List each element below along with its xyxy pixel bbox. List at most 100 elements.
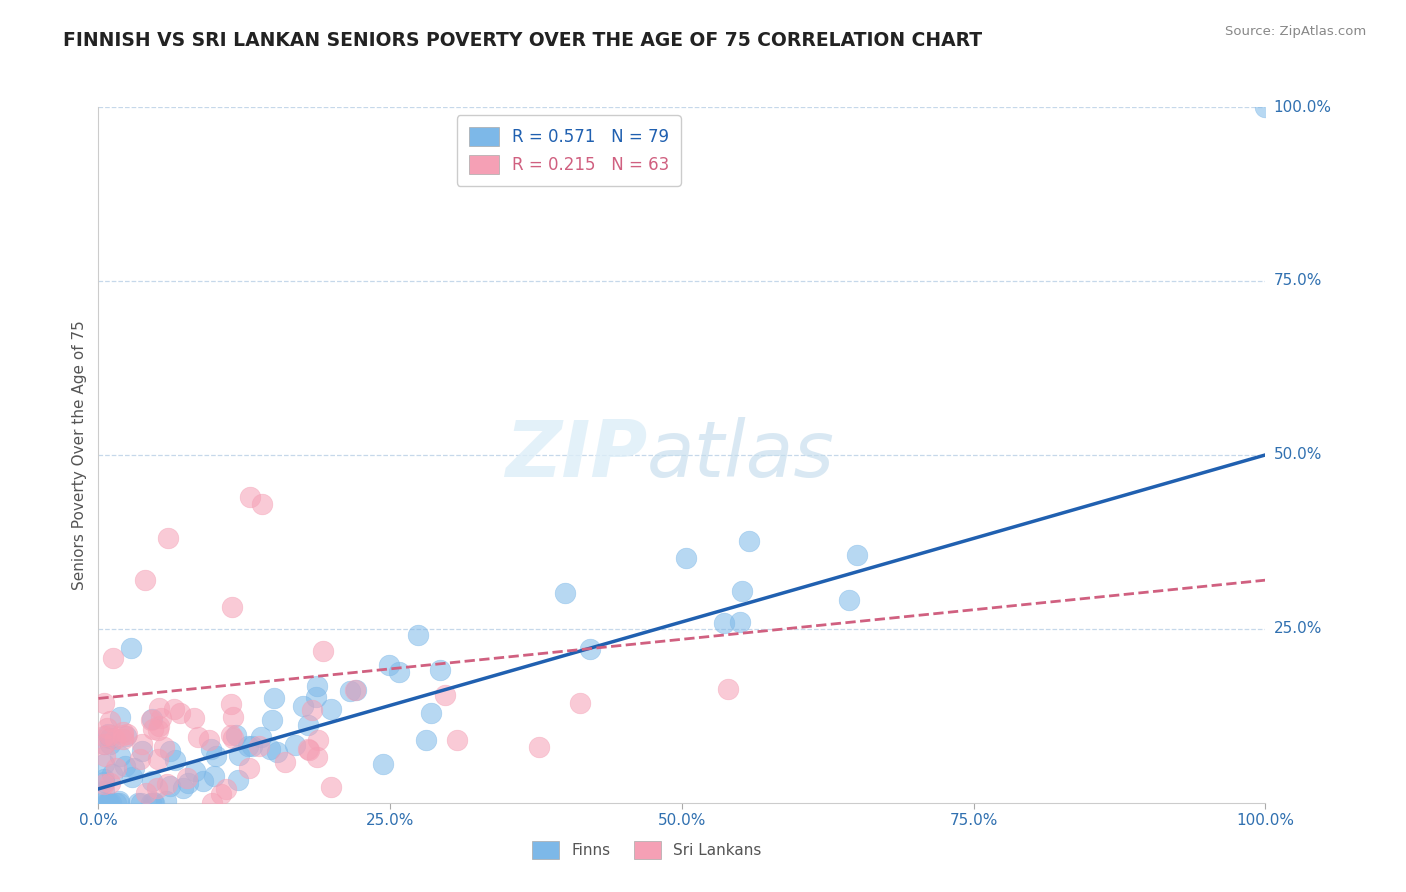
- Point: [148, 719, 170, 733]
- Point: [142, 795, 165, 809]
- Point: [142, 722, 165, 736]
- Point: [250, 497, 273, 511]
- Point: [134, 573, 156, 587]
- Point: [146, 752, 169, 766]
- Point: [579, 641, 602, 656]
- Point: [371, 756, 394, 771]
- Point: [146, 780, 169, 795]
- Point: [139, 796, 162, 810]
- Point: [122, 761, 145, 775]
- Point: [713, 615, 735, 630]
- Point: [100, 796, 122, 810]
- Point: [163, 702, 186, 716]
- Point: [93, 772, 115, 787]
- Point: [93, 737, 115, 751]
- Point: [98, 776, 121, 790]
- Point: [569, 696, 592, 710]
- Point: [200, 741, 222, 756]
- Point: [675, 551, 697, 566]
- Point: [131, 744, 153, 758]
- Point: [305, 679, 328, 693]
- Point: [104, 761, 127, 775]
- Point: [172, 781, 194, 796]
- Text: Source: ZipAtlas.com: Source: ZipAtlas.com: [1226, 25, 1367, 38]
- Point: [387, 665, 409, 680]
- Point: [107, 794, 129, 808]
- Point: [307, 733, 329, 747]
- Point: [215, 782, 238, 797]
- Text: FINNISH VS SRI LANKAN SENIORS POVERTY OVER THE AGE OF 75 CORRELATION CHART: FINNISH VS SRI LANKAN SENIORS POVERTY OV…: [63, 31, 983, 50]
- Legend: Finns, Sri Lankans: Finns, Sri Lankans: [526, 835, 768, 864]
- Point: [527, 739, 550, 754]
- Point: [142, 796, 165, 810]
- Point: [98, 796, 121, 810]
- Point: [93, 756, 115, 771]
- Text: ZIP: ZIP: [505, 417, 647, 493]
- Point: [112, 725, 135, 739]
- Y-axis label: Seniors Poverty Over the Age of 75: Seniors Poverty Over the Age of 75: [72, 320, 87, 590]
- Point: [301, 703, 323, 717]
- Point: [344, 682, 367, 697]
- Point: [165, 753, 187, 767]
- Point: [343, 683, 366, 698]
- Point: [131, 737, 153, 751]
- Point: [184, 764, 207, 779]
- Point: [121, 770, 143, 784]
- Point: [97, 796, 120, 810]
- Point: [96, 722, 118, 736]
- Point: [198, 733, 221, 747]
- Point: [1254, 100, 1277, 114]
- Point: [236, 739, 259, 753]
- Point: [155, 794, 177, 808]
- Point: [104, 796, 127, 810]
- Text: 50.0%: 50.0%: [1274, 448, 1322, 462]
- Point: [114, 729, 136, 743]
- Point: [93, 783, 115, 797]
- Point: [406, 628, 429, 642]
- Point: [429, 663, 451, 677]
- Point: [150, 711, 173, 725]
- Point: [111, 732, 134, 747]
- Point: [96, 796, 118, 810]
- Point: [115, 727, 138, 741]
- Point: [111, 728, 134, 742]
- Point: [93, 696, 115, 710]
- Point: [93, 777, 115, 791]
- Point: [129, 796, 152, 810]
- Point: [730, 615, 752, 629]
- Point: [339, 684, 361, 698]
- Point: [177, 776, 200, 790]
- Point: [228, 772, 250, 787]
- Point: [141, 774, 163, 789]
- Point: [148, 723, 170, 738]
- Point: [297, 742, 319, 756]
- Point: [228, 747, 250, 762]
- Point: [238, 761, 260, 775]
- Point: [148, 701, 170, 715]
- Point: [259, 741, 281, 756]
- Point: [187, 730, 209, 744]
- Point: [415, 732, 437, 747]
- Point: [319, 780, 342, 794]
- Point: [240, 739, 263, 754]
- Point: [263, 691, 285, 706]
- Point: [321, 702, 343, 716]
- Point: [219, 697, 242, 711]
- Text: 100.0%: 100.0%: [1274, 100, 1331, 114]
- Point: [183, 711, 205, 725]
- Point: [378, 657, 401, 672]
- Point: [191, 774, 214, 789]
- Point: [93, 737, 115, 751]
- Point: [225, 729, 247, 743]
- Point: [307, 749, 329, 764]
- Point: [730, 584, 752, 599]
- Point: [298, 742, 321, 756]
- Point: [297, 718, 319, 732]
- Point: [107, 796, 129, 810]
- Point: [135, 786, 157, 800]
- Point: [221, 599, 243, 614]
- Point: [201, 796, 224, 810]
- Point: [97, 728, 120, 742]
- Point: [250, 731, 273, 745]
- Point: [284, 738, 307, 752]
